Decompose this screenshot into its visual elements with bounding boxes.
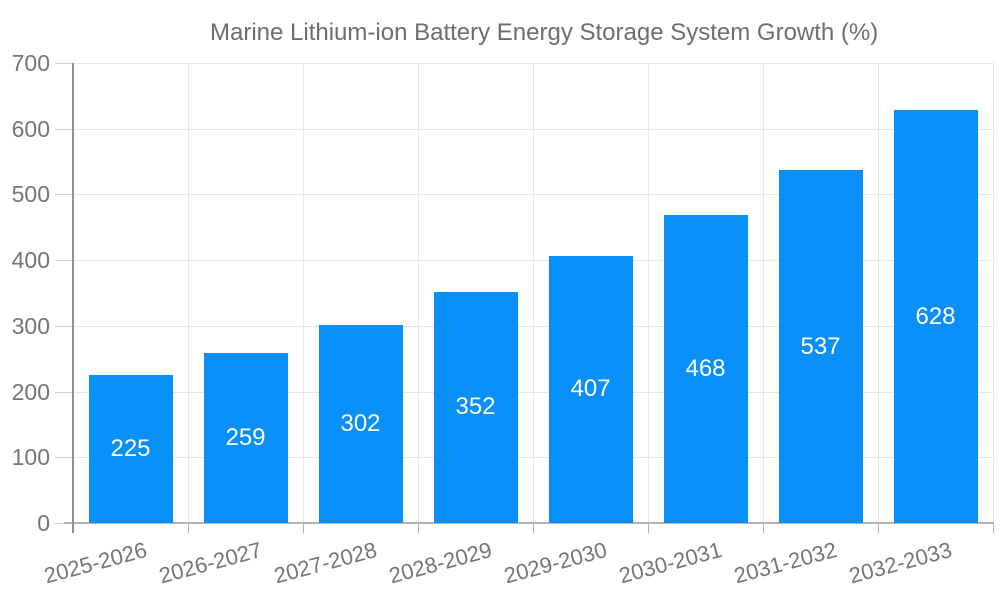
x-axis-category-label: 2031-2032 — [730, 537, 839, 589]
y-axis-tick — [55, 194, 73, 196]
bar-value-label: 302 — [340, 409, 381, 437]
x-gridline — [878, 63, 879, 523]
bar-value-label: 537 — [800, 332, 841, 360]
y-axis-tick-label: 400 — [11, 247, 50, 274]
y-axis-tick-label: 500 — [11, 181, 50, 208]
bar-value-label: 225 — [110, 435, 151, 463]
x-axis-tick — [188, 523, 189, 533]
x-gridline — [533, 63, 534, 523]
chart-title[interactable]: Marine Lithium-ion Battery Energy Storag… — [210, 19, 879, 46]
legend-swatch[interactable] — [117, 20, 197, 45]
x-gridline — [763, 63, 764, 523]
y-axis-tick — [55, 325, 73, 327]
x-gridline — [993, 63, 994, 523]
y-axis-tick — [55, 260, 73, 262]
bar-value-label: 352 — [455, 393, 496, 421]
x-axis-category-label: 2030-2031 — [615, 537, 724, 589]
bar-value-label: 407 — [570, 375, 611, 403]
bar-2030-2031[interactable] — [663, 215, 748, 523]
y-axis-tick — [55, 128, 73, 130]
bar-2028-2029[interactable] — [433, 291, 518, 523]
x-axis-category-label: 2026-2027 — [155, 537, 264, 589]
y-axis-line — [72, 63, 74, 533]
x-axis-category-label: 2032-2033 — [845, 537, 954, 589]
y-axis-tick-label: 0 — [37, 510, 50, 536]
y-axis-tick — [55, 457, 73, 459]
y-axis-tick-label: 600 — [11, 115, 50, 142]
x-axis-tick — [763, 523, 764, 533]
bar-2026-2027[interactable] — [203, 352, 288, 523]
bar-2031-2032[interactable] — [778, 170, 863, 523]
bar-2027-2028[interactable] — [318, 324, 403, 523]
x-axis-category-label: 2029-2030 — [500, 537, 609, 589]
y-axis-tick-label: 300 — [11, 312, 50, 339]
x-axis-category-label: 2027-2028 — [270, 537, 379, 589]
x-axis-tick — [533, 523, 534, 533]
x-axis-tick — [648, 523, 649, 533]
x-axis-line — [64, 522, 994, 524]
x-axis-category-label: 2025-2026 — [40, 537, 149, 589]
bar-2032-2033[interactable] — [893, 110, 978, 523]
x-axis-category-label: 2028-2029 — [385, 537, 494, 589]
x-gridline — [418, 63, 419, 523]
bar-value-label: 468 — [685, 355, 726, 383]
y-axis-tick-label: 700 — [11, 50, 50, 76]
y-axis-tick-label: 100 — [11, 444, 50, 471]
y-axis-tick — [55, 391, 73, 393]
bar-2025-2026[interactable] — [88, 375, 173, 523]
bar-value-label: 628 — [915, 302, 956, 330]
x-axis-tick — [418, 523, 419, 533]
bar-value-label: 259 — [225, 423, 266, 451]
x-gridline — [648, 63, 649, 523]
x-gridline — [303, 63, 304, 523]
x-axis-tick — [993, 523, 994, 533]
bar-2029-2030[interactable] — [548, 255, 633, 523]
y-axis-tick — [55, 63, 73, 64]
y-axis-tick-label: 200 — [11, 378, 50, 405]
x-axis-tick — [878, 523, 879, 533]
x-axis-tick — [303, 523, 304, 533]
x-gridline — [188, 63, 189, 523]
